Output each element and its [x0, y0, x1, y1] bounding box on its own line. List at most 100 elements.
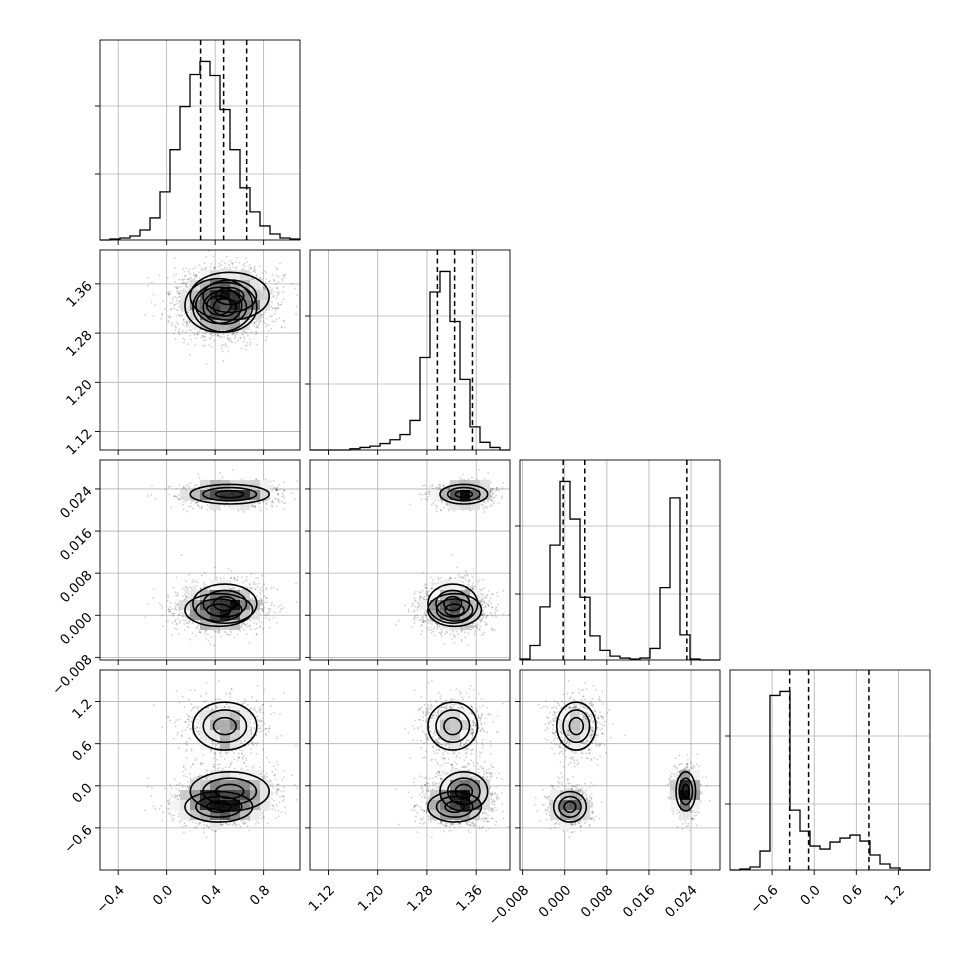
sample-point: [264, 478, 267, 481]
sample-point: [228, 337, 230, 340]
sample-point: [182, 281, 185, 284]
sample-point: [264, 322, 267, 325]
sample-point: [248, 641, 251, 644]
sample-point: [196, 331, 199, 333]
sample-point: [175, 321, 178, 324]
sample-point: [252, 270, 255, 273]
sample-point: [218, 265, 221, 268]
sample-point: [172, 612, 175, 615]
sample-point: [182, 267, 185, 270]
sample-point: [263, 583, 266, 586]
sample-point: [171, 612, 174, 615]
sample-point: [291, 283, 294, 286]
contour-line: [189, 271, 270, 321]
sample-point: [280, 604, 283, 607]
sample-point: [246, 578, 248, 581]
sample-point: [234, 337, 237, 340]
sample-point: [227, 568, 230, 571]
sample-point: [177, 300, 180, 303]
sample-point: [174, 303, 176, 306]
sample-point: [169, 290, 171, 293]
sample-point: [233, 332, 235, 335]
sample-point: [198, 631, 201, 634]
sample-point: [222, 577, 225, 580]
sample-point: [185, 323, 188, 326]
sample-point: [272, 616, 275, 619]
sample-point: [269, 315, 271, 318]
sample-point: [265, 277, 267, 280]
sample-point: [278, 317, 281, 319]
sample-point: [296, 480, 299, 482]
sample-point: [183, 270, 186, 273]
sample-point: [268, 280, 271, 283]
sample-point: [188, 485, 191, 488]
sample-point: [269, 286, 271, 289]
sample-point: [187, 597, 190, 600]
sample-point: [185, 325, 188, 328]
sample-point: [200, 336, 203, 339]
sample-point: [193, 278, 195, 281]
sample-point: [255, 326, 258, 329]
sample-point: [274, 307, 277, 310]
sample-point: [171, 621, 174, 624]
sample-point: [213, 267, 216, 270]
sample-point: [224, 504, 227, 507]
sample-point: [185, 595, 188, 598]
sample-point: [176, 595, 179, 597]
sample-point: [250, 573, 253, 575]
sample-point: [201, 505, 204, 508]
sample-point: [178, 606, 181, 609]
sample-point: [190, 338, 192, 341]
sample-point: [186, 588, 189, 591]
sample-point: [273, 604, 276, 607]
sample-point: [187, 590, 189, 593]
sample-point: [185, 320, 188, 323]
sample-point: [295, 601, 298, 603]
sample-point: [276, 296, 278, 299]
sample-point: [273, 290, 276, 293]
sample-point: [174, 607, 177, 609]
sample-point: [169, 610, 171, 613]
sample-point: [176, 302, 179, 305]
sample-point: [203, 585, 206, 588]
sample-point: [258, 582, 260, 585]
sample-point: [222, 333, 225, 335]
sample-point: [188, 619, 191, 622]
sample-point: [239, 629, 242, 632]
sample-point: [224, 266, 226, 269]
sample-point: [256, 595, 258, 597]
sample-point: [185, 484, 188, 487]
sample-point: [161, 614, 164, 617]
sample-point: [266, 612, 269, 615]
sample-point: [272, 278, 275, 281]
sample-point: [283, 326, 286, 329]
sample-point: [259, 317, 262, 320]
sample-point: [277, 306, 279, 309]
sample-point: [268, 626, 271, 629]
sample-point: [184, 619, 187, 622]
sample-point: [185, 267, 188, 270]
sample-point: [231, 333, 234, 336]
sample-point: [281, 279, 284, 282]
sample-point: [181, 595, 184, 598]
sample-point: [174, 267, 176, 270]
sample-point: [177, 330, 180, 333]
sample-point: [180, 282, 183, 285]
sample-point: [150, 494, 153, 496]
sample-point: [167, 292, 169, 294]
sample-point: [195, 584, 198, 587]
sample-point: [225, 255, 228, 258]
sample-point: [282, 481, 285, 484]
sample-point: [178, 600, 180, 603]
sample-point: [253, 268, 256, 271]
sample-point: [197, 473, 200, 476]
sample-point: [181, 615, 184, 618]
sample-point: [246, 625, 249, 628]
sample-point: [237, 330, 239, 333]
sample-point: [198, 330, 201, 333]
sample-point: [276, 291, 279, 294]
sample-point: [265, 588, 267, 591]
sample-point: [193, 333, 196, 336]
sample-point: [187, 505, 190, 508]
sample-point: [243, 628, 245, 631]
